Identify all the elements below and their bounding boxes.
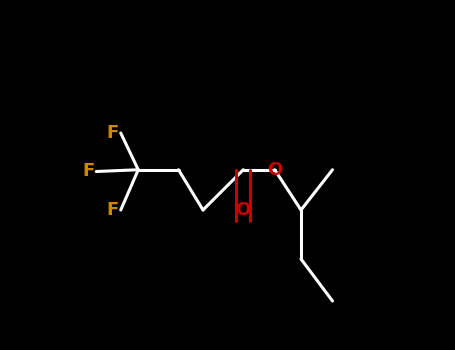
Text: O: O: [267, 161, 283, 179]
Text: O: O: [236, 201, 251, 219]
Text: F: F: [107, 201, 119, 219]
Text: F: F: [107, 124, 119, 142]
Text: F: F: [82, 162, 95, 181]
